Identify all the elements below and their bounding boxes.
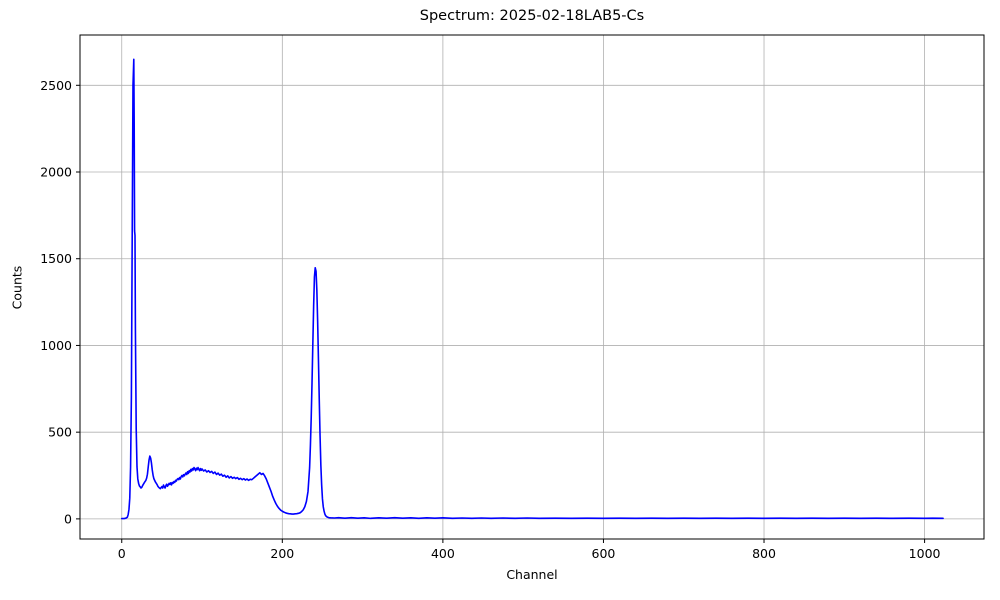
y-tick-label: 2500 <box>40 78 72 93</box>
y-tick-label: 1000 <box>40 338 72 353</box>
y-tick-label: 500 <box>48 425 72 440</box>
x-tick-label: 400 <box>431 546 455 561</box>
y-tick-label: 2000 <box>40 165 72 180</box>
x-tick-label: 200 <box>270 546 294 561</box>
chart-title: Spectrum: 2025-02-18LAB5-Cs <box>419 8 645 24</box>
y-tick-label: 1500 <box>40 251 72 266</box>
x-tick-label: 1000 <box>909 546 941 561</box>
plot-area <box>80 35 984 539</box>
x-tick-label: 600 <box>592 546 616 561</box>
axes-spines <box>79 34 985 540</box>
x-tick-label: 0 <box>118 546 126 561</box>
x-axis-label: Channel <box>506 567 558 582</box>
spectrum-line <box>120 58 944 520</box>
y-axis-label: Counts <box>9 265 25 310</box>
y-tick-label: 0 <box>64 511 72 526</box>
x-tick-label: 800 <box>752 546 776 561</box>
